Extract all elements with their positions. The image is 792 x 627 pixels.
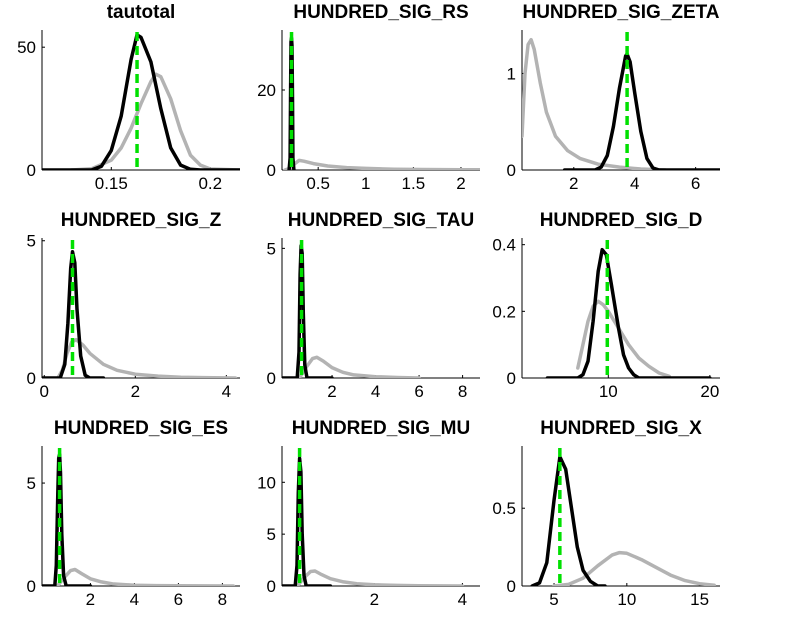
x-tick-label: 2	[327, 382, 336, 401]
subplot-title: HUNDRED_SIG_ES	[54, 418, 228, 439]
y-tick-label: 50	[17, 38, 36, 57]
y-tick-label: 1	[507, 64, 516, 83]
subplot-8: HUNDRED_SIG_MU 2 4 0 5 10	[257, 418, 480, 609]
prior-density-line	[297, 355, 421, 378]
y-tick-label: 0.5	[492, 499, 516, 518]
posterior-density-line	[42, 452, 93, 586]
posterior-density-line	[282, 244, 334, 378]
y-tick-label: 0.2	[492, 302, 516, 321]
y-tick-label: 0.4	[492, 236, 516, 255]
x-tick-label: 20	[700, 382, 719, 401]
subplot-title: HUNDRED_SIG_MU	[292, 418, 470, 439]
x-tick-label: 0.2	[198, 174, 222, 193]
y-tick-label: 0	[507, 577, 516, 596]
y-tick-label: 0	[27, 577, 36, 596]
posterior-density-line	[42, 33, 240, 170]
subplot-title: HUNDRED_SIG_TAU	[288, 210, 475, 231]
subplot-3: HUNDRED_SIG_ZETA 2 4 6 0 1	[507, 2, 720, 193]
x-tick-label: 4	[222, 382, 231, 401]
posterior-density-line	[530, 455, 607, 586]
x-tick-label: 2	[456, 174, 465, 193]
x-tick-label: 2	[569, 174, 578, 193]
x-tick-label: 8	[218, 590, 227, 609]
x-tick-label: 6	[691, 174, 700, 193]
y-tick-label: 20	[257, 81, 276, 100]
subplot-4: HUNDRED_SIG_Z 0 2 4 0 5	[27, 210, 240, 401]
x-tick-label: 4	[630, 174, 639, 193]
y-tick-label: 5	[267, 525, 276, 544]
posterior-density-line	[562, 52, 720, 170]
x-tick-label: 15	[690, 590, 709, 609]
y-tick-label: 10	[257, 473, 276, 492]
subplot-title: HUNDRED_SIG_D	[540, 210, 703, 231]
prior-density-line	[283, 158, 480, 170]
x-tick-label: 5	[549, 590, 558, 609]
subplot-title: tautotal	[107, 2, 176, 23]
y-tick-label: 0	[267, 161, 276, 180]
posterior-density-line	[282, 456, 333, 586]
prior-density-line	[552, 550, 716, 586]
x-tick-label: 0.15	[95, 174, 128, 193]
y-tick-label: 0	[27, 369, 36, 388]
x-tick-label: 2	[131, 382, 140, 401]
prior-density-line	[56, 337, 238, 378]
x-tick-label: 1.5	[402, 174, 426, 193]
x-tick-label: 6	[174, 590, 183, 609]
x-tick-label: 2	[86, 590, 95, 609]
y-tick-label: 0	[267, 577, 276, 596]
x-tick-label: 1	[361, 174, 370, 193]
subplot-title: HUNDRED_SIG_ZETA	[522, 2, 719, 23]
prior-density-line	[55, 567, 236, 586]
posterior-density-line	[545, 247, 712, 378]
y-tick-label: 0	[507, 369, 516, 388]
subplot-title: HUNDRED_SIG_X	[540, 418, 702, 439]
subplot-6: HUNDRED_SIG_D 10 20 0 0.2 0.4	[492, 210, 720, 401]
x-tick-label: 0	[40, 382, 49, 401]
y-tick-label: 5	[267, 239, 276, 258]
subplot-title: HUNDRED_SIG_Z	[61, 210, 222, 231]
subplot-title: HUNDRED_SIG_RS	[293, 2, 468, 23]
y-tick-label: 0	[27, 161, 36, 180]
x-tick-label: 4	[130, 590, 139, 609]
x-tick-label: 4	[458, 590, 467, 609]
prior-density-line	[69, 72, 240, 170]
y-tick-label: 0	[507, 161, 516, 180]
x-tick-label: 8	[458, 382, 467, 401]
y-tick-label: 5	[27, 232, 36, 251]
subplot-1: tautotal 0.15 0.2 0 50	[17, 2, 240, 193]
prior-density-line	[295, 569, 465, 586]
y-tick-label: 5	[27, 474, 36, 493]
x-tick-label: 10	[599, 382, 618, 401]
x-tick-label: 4	[371, 382, 380, 401]
x-tick-label: 2	[370, 590, 379, 609]
subplot-7: HUNDRED_SIG_ES 2 4 6 8 0 5	[27, 418, 240, 609]
x-tick-label: 10	[617, 590, 636, 609]
x-tick-label: 6	[414, 382, 423, 401]
x-tick-label: 0.5	[306, 174, 330, 193]
subplot-5: HUNDRED_SIG_TAU 2 4 6 8 0 5	[267, 210, 480, 401]
prior-density-line	[522, 37, 667, 170]
y-tick-label: 0	[267, 369, 276, 388]
subplot-9: HUNDRED_SIG_X 5 10 15 0 0.5	[492, 418, 720, 609]
